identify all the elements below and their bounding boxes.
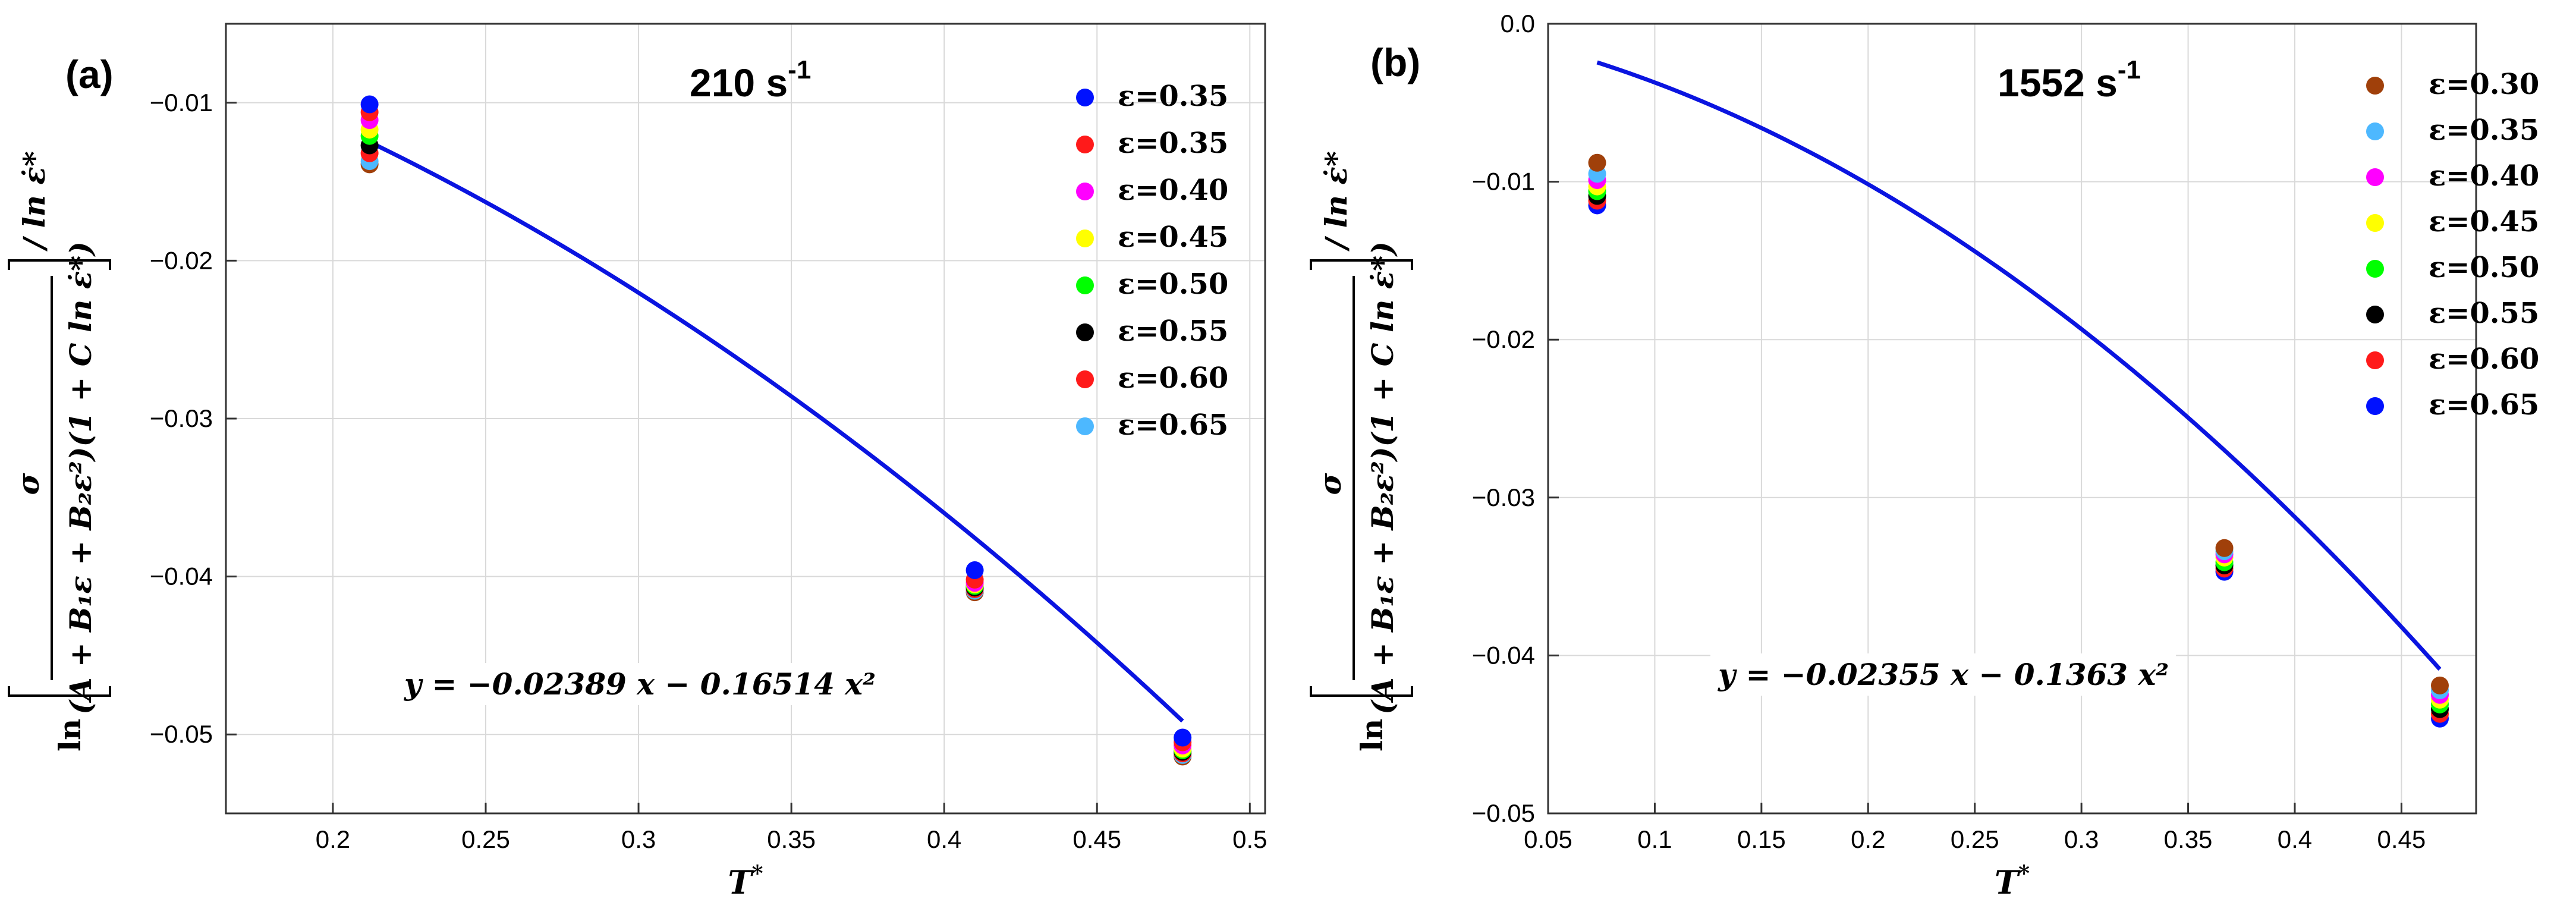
panel-b-panel-label: (b) — [1370, 40, 1420, 84]
panel-a-legend-marker-1 — [1076, 136, 1094, 153]
panel-b-legend-label-6: ε=0.60 — [2429, 342, 2539, 376]
panel-b-point-s0-2 — [2430, 676, 2449, 694]
panel-b-xtick-label-0: 0.05 — [1524, 825, 1572, 853]
panel-a-legend-marker-7 — [1076, 417, 1094, 435]
panel-b-legend-label-1: ε=0.35 — [2429, 114, 2539, 147]
panel-a-fit-curve — [369, 140, 1184, 723]
panel-a-x-axis-title: T* — [728, 861, 763, 901]
panel-b-xtick-label-8: 0.45 — [2377, 825, 2426, 853]
panel-a-ytick-label-2: −0.03 — [150, 404, 213, 432]
panel-a-ylabel-bracket-right — [8, 259, 111, 270]
panel-a-legend-marker-0 — [1076, 89, 1094, 106]
panel-b-ytick-label-5: −0.05 — [1472, 799, 1535, 827]
panel-b-fit-curve — [1596, 60, 2442, 671]
panel-b-legend-label-4: ε=0.50 — [2429, 251, 2539, 284]
panel-b-xtick-label-1: 0.1 — [1637, 825, 1672, 853]
panel-a-xtick-label-5: 0.45 — [1072, 825, 1121, 853]
panel-b: 0.05 0.1 0.15 0.2 0.25 0.3 0.35 0.4 0.45 0.0 −0.01… — [1310, 10, 2539, 901]
panel-b-ytick-label-3: −0.03 — [1472, 483, 1535, 511]
panel-b-xtick-label-7: 0.4 — [2278, 825, 2312, 853]
panel-b-legend-marker-3 — [2366, 214, 2384, 232]
panel-b-ytick-label-1: −0.01 — [1472, 168, 1535, 196]
panel-a-ylabel-numerator: σ — [11, 473, 46, 495]
panel-b-ylabel-suffix: / ln ε̇* — [1319, 151, 1354, 252]
panel-a-legend-marker-3 — [1076, 230, 1094, 247]
panel-a-ylabel-suffix: / ln ε̇* — [17, 151, 52, 252]
panel-a-xtick-label-6: 0.5 — [1232, 825, 1267, 853]
panel-b-ylabel-denominator: (A + B₁ε + B₂ε²)(1 + C ln ε̇*) — [1365, 241, 1400, 715]
panel-b-legend-label-7: ε=0.65 — [2429, 388, 2539, 422]
panel-b-ylabel-numerator: σ — [1313, 473, 1348, 495]
panel-a: 0.2 0.25 0.3 0.35 0.4 0.45 0.5 −0.01 −0.02 −0.03 −… — [8, 23, 1267, 901]
panel-a-ylabel-prefix: ln — [52, 719, 87, 752]
panel-a-legend-label-1: ε=0.35 — [1118, 127, 1228, 160]
panel-b-ylabel-bracket-right — [1310, 259, 1413, 270]
panel-b-y-axis-title: ln σ (A + B₁ε + B₂ε²)(1 + C ln ε̇*) / ln ε̇… — [1310, 151, 1413, 752]
panel-b-ytick-label-4: −0.04 — [1472, 641, 1535, 669]
panel-b-legend-marker-1 — [2366, 122, 2384, 140]
panel-b-strain-rate-label: 1552 s-1 — [1998, 55, 2141, 105]
panel-b-point-s0-1 — [2215, 539, 2234, 557]
panel-a-legend-label-7: ε=0.65 — [1118, 408, 1228, 442]
panel-b-xtick-label-3: 0.2 — [1851, 825, 1885, 853]
panel-a-ylabel-bracket-left — [8, 686, 111, 697]
panel-b-xtick-label-4: 0.25 — [1951, 825, 1999, 853]
panel-b-legend-label-2: ε=0.40 — [2429, 159, 2539, 193]
panel-a-xtick-label-4: 0.4 — [927, 825, 961, 853]
panel-b-xtick-label-2: 0.15 — [1737, 825, 1786, 853]
panel-a-point-s0-1 — [965, 561, 984, 579]
panel-a-xtick-label-3: 0.35 — [767, 825, 816, 853]
panel-b-xtick-label-6: 0.35 — [2164, 825, 2213, 853]
panel-a-legend-label-2: ε=0.40 — [1118, 174, 1228, 207]
panel-a-ytick-label-1: −0.02 — [150, 246, 213, 274]
panel-a-point-s0-0 — [360, 95, 379, 114]
panel-a-legend-label-6: ε=0.60 — [1118, 362, 1228, 395]
panel-a-y-axis-title: ln σ (A + B₁ε + B₂ε²)(1 + C ln ε̇*) / ln ε̇… — [8, 151, 111, 752]
panel-a-fit-equation: y = −0.02389 x − 0.16514 x² — [404, 667, 876, 702]
panel-b-ytick-label-0: 0.0 — [1501, 10, 1535, 37]
panel-a-point-s0-2 — [1174, 728, 1192, 747]
panel-a-legend-label-0: ε=0.35 — [1118, 80, 1228, 113]
panel-a-legend-marker-5 — [1076, 323, 1094, 341]
panel-b-legend-label-5: ε=0.55 — [2429, 297, 2539, 330]
panel-b-fit-equation: y = −0.02355 x − 0.1363 x² — [1718, 657, 2169, 692]
panel-a-legend-marker-2 — [1076, 183, 1094, 200]
panel-b-ylabel-prefix: ln — [1354, 719, 1389, 752]
panel-b-legend-label-0: ε=0.30 — [2429, 68, 2539, 101]
panel-a-panel-label: (a) — [65, 52, 114, 96]
panel-b-legend-marker-4 — [2366, 260, 2384, 278]
panel-b-legend-marker-7 — [2366, 397, 2384, 415]
panel-a-fit-equation-background — [397, 663, 883, 705]
panel-b-fit-equation-background — [1710, 653, 2176, 696]
panel-a-legend-marker-6 — [1076, 370, 1094, 388]
panel-b-ylabel-bracket-left — [1310, 686, 1413, 697]
panel-b-legend-marker-6 — [2366, 351, 2384, 369]
panel-b-legend-label-3: ε=0.45 — [2429, 205, 2539, 238]
panel-a-legend-marker-4 — [1076, 276, 1094, 294]
panel-b-x-axis-title: T* — [1995, 861, 2030, 901]
panel-a-ytick-label-0: −0.01 — [150, 89, 213, 117]
panel-a-legend-label-3: ε=0.45 — [1118, 221, 1228, 254]
panel-b-legend-marker-2 — [2366, 168, 2384, 186]
panel-b-legend-marker-5 — [2366, 306, 2384, 323]
panel-a-ytick-label-4: −0.05 — [150, 720, 213, 748]
panel-a-ylabel-denominator: (A + B₁ε + B₂ε²)(1 + C ln ε̇*) — [63, 241, 98, 715]
panel-b-xtick-label-5: 0.3 — [2064, 825, 2099, 853]
panel-a-legend-label-5: ε=0.55 — [1118, 315, 1228, 348]
panel-a-legend-label-4: ε=0.50 — [1118, 268, 1228, 301]
panel-b-frame — [1547, 23, 2477, 815]
panel-b-legend-marker-0 — [2366, 77, 2384, 95]
panel-a-xtick-label-0: 0.2 — [316, 825, 350, 853]
panel-a-xtick-label-2: 0.3 — [621, 825, 656, 853]
panel-b-ytick-label-2: −0.02 — [1472, 325, 1535, 353]
panel-a-xtick-label-1: 0.25 — [461, 825, 510, 853]
panel-b-point-s0-0 — [1588, 153, 1606, 172]
panel-a-ytick-label-3: −0.04 — [150, 562, 213, 590]
